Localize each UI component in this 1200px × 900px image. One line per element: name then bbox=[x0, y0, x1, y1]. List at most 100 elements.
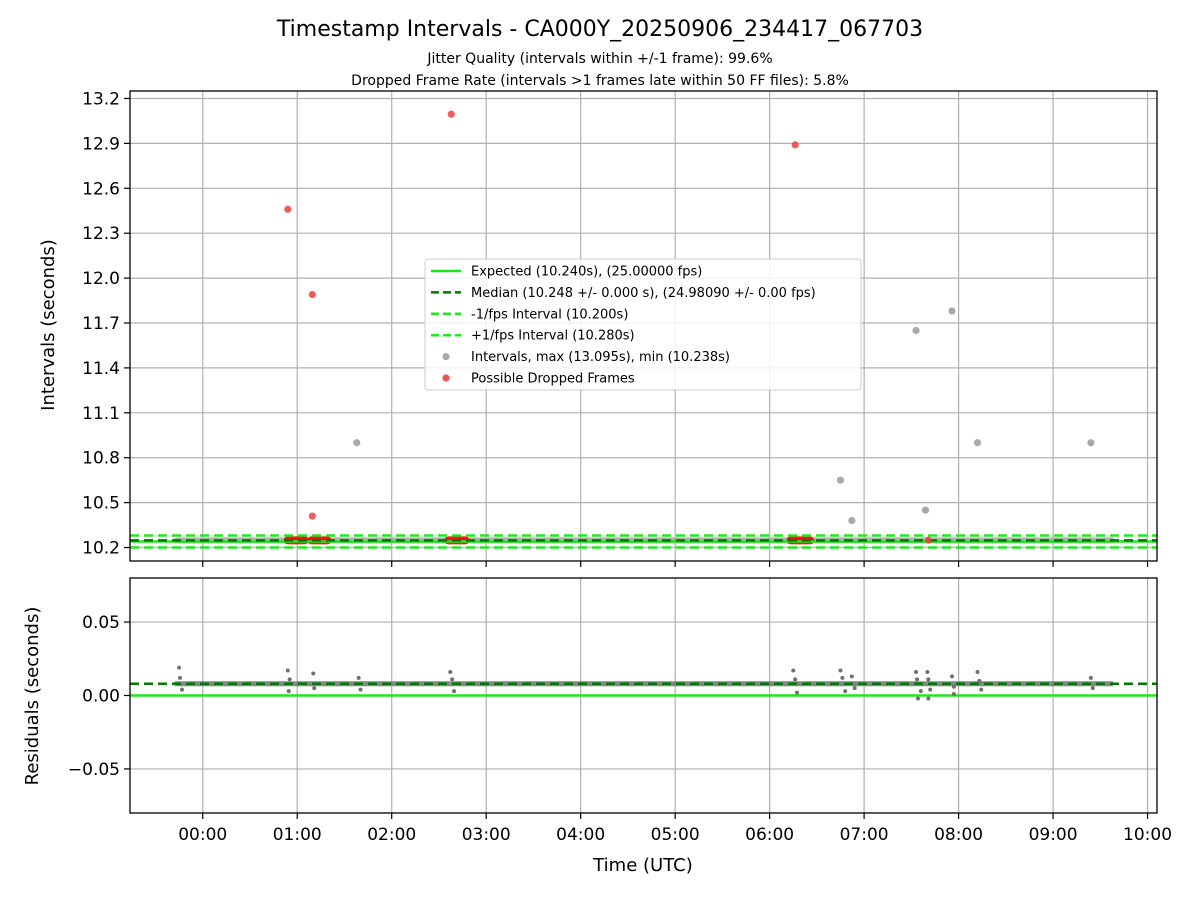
bottom-plot-area bbox=[130, 665, 1157, 701]
chart-subtitle-dropped-rate: Dropped Frame Rate (intervals >1 frames … bbox=[351, 73, 849, 89]
residual-point bbox=[177, 665, 182, 670]
dropped-frame-point bbox=[284, 205, 292, 213]
legend-entry-label: -1/fps Interval (10.200s) bbox=[471, 307, 628, 322]
interval-point bbox=[836, 476, 845, 484]
residual-point bbox=[452, 689, 457, 694]
top-y-tick-label: 10.5 bbox=[82, 494, 120, 514]
x-tick-label: 00:00 bbox=[178, 825, 227, 845]
top-y-tick-label: 11.4 bbox=[82, 359, 120, 379]
residual-point bbox=[914, 670, 919, 674]
residual-point bbox=[358, 687, 363, 692]
x-axis-label: Time (UTC) bbox=[592, 855, 693, 876]
x-tick-label: 05:00 bbox=[651, 825, 700, 845]
interval-point bbox=[1087, 439, 1095, 447]
interval-point bbox=[912, 326, 920, 335]
residual-point bbox=[1088, 675, 1093, 680]
x-tick-label: 07:00 bbox=[840, 825, 889, 845]
residual-point bbox=[915, 677, 920, 682]
residual-point bbox=[1090, 686, 1095, 691]
x-tick-label: 09:00 bbox=[1029, 825, 1078, 845]
residual-point bbox=[287, 677, 292, 682]
top-y-tick-label: 13.2 bbox=[82, 89, 120, 109]
legend: Expected (10.240s), (25.00000 fps) Median… bbox=[424, 258, 862, 391]
residual-point bbox=[795, 690, 800, 695]
residual-point bbox=[915, 696, 920, 701]
residual-point bbox=[852, 686, 857, 691]
residual-point bbox=[949, 674, 954, 679]
interval-point bbox=[973, 439, 982, 447]
legend-entry-label: Intervals, max (13.095s), min (10.238s) bbox=[471, 350, 730, 365]
residual-point bbox=[285, 668, 290, 673]
legend-entry-label: Possible Dropped Frames bbox=[471, 372, 635, 387]
bottom-panel-frame bbox=[129, 577, 1158, 814]
residual-point bbox=[977, 678, 982, 683]
bottom-y-tick-label: 0.05 bbox=[82, 613, 120, 633]
x-tick-label: 02:00 bbox=[367, 825, 416, 845]
residual-point bbox=[448, 670, 453, 674]
intervals-panel: 10.2 10.5 10.8 11.1 11.4 11.7 12.0 12.3 12.6 12.9… bbox=[82, 89, 1158, 567]
residual-point bbox=[312, 686, 317, 691]
residual-point bbox=[926, 696, 931, 701]
residual-point bbox=[356, 675, 361, 680]
residual-point bbox=[928, 687, 933, 692]
interval-point bbox=[948, 307, 956, 315]
residual-point bbox=[926, 677, 931, 682]
residual-point bbox=[179, 687, 184, 692]
interval-point bbox=[848, 516, 856, 525]
dropped-frame-point bbox=[308, 290, 316, 299]
legend-entry-label: +1/fps Interval (10.280s) bbox=[471, 329, 635, 344]
bottom-y-axis-label: Residuals (seconds) bbox=[22, 607, 43, 786]
x-tick-label: 01:00 bbox=[273, 825, 322, 845]
dropped-frame-point bbox=[447, 110, 455, 118]
residual-point bbox=[918, 689, 923, 694]
dropped-frame-point bbox=[308, 512, 316, 520]
x-tick-label: 03:00 bbox=[462, 825, 511, 845]
top-y-axis-label: Intervals (seconds) bbox=[38, 239, 59, 411]
residual-point bbox=[838, 668, 843, 673]
dropped-frame-point bbox=[791, 141, 799, 149]
x-tick-label: 10:00 bbox=[1123, 825, 1172, 845]
chart-subtitle-jitter: Jitter Quality (intervals within +/-1 fr… bbox=[426, 51, 772, 67]
residual-point bbox=[951, 692, 956, 697]
top-y-tick-label: 10.8 bbox=[82, 449, 120, 469]
top-plot-area bbox=[130, 110, 1157, 549]
legend-swatch-marker bbox=[442, 353, 450, 361]
top-y-tick-label: 10.2 bbox=[82, 539, 120, 559]
top-y-tick-label: 12.6 bbox=[82, 179, 120, 199]
residual-point bbox=[975, 670, 980, 674]
residual-point bbox=[178, 675, 183, 680]
legend-swatch-marker bbox=[442, 374, 450, 382]
top-y-tick-label: 12.3 bbox=[82, 224, 120, 244]
residual-point bbox=[840, 675, 845, 680]
residual-point bbox=[311, 671, 316, 676]
residual-point bbox=[791, 668, 796, 673]
residuals-panel: −0.05 0.00 0.05 00:00 01:00 02:00 03:00 04:00 05… bbox=[68, 577, 1172, 845]
bottom-y-tick-label: 0.00 bbox=[82, 687, 120, 707]
top-y-tick-label: 11.1 bbox=[82, 404, 120, 424]
residual-point bbox=[450, 677, 455, 682]
residual-point bbox=[286, 689, 291, 694]
bottom-y-tick-label: −0.05 bbox=[68, 760, 120, 780]
x-tick-label: 04:00 bbox=[556, 825, 605, 845]
x-tick-label: 06:00 bbox=[745, 825, 794, 845]
residual-point bbox=[925, 670, 930, 674]
interval-point bbox=[353, 439, 361, 447]
residual-point bbox=[951, 684, 956, 689]
x-tick-label: 08:00 bbox=[934, 825, 983, 845]
top-panel-frame bbox=[129, 90, 1158, 562]
dropped-frame-point bbox=[924, 536, 932, 544]
interval-point bbox=[921, 506, 930, 514]
chart-title: Timestamp Intervals - CA000Y_20250906_23… bbox=[276, 17, 923, 42]
residual-point bbox=[793, 677, 798, 682]
top-y-tick-label: 11.7 bbox=[82, 314, 120, 334]
top-y-tick-label: 12.0 bbox=[82, 269, 120, 289]
top-y-tick-label: 12.9 bbox=[82, 134, 120, 154]
residual-point bbox=[979, 687, 984, 692]
legend-entry-label: Median (10.248 +/- 0.000 s), (24.98090 +… bbox=[471, 286, 816, 301]
legend-entry-label: Expected (10.240s), (25.00000 fps) bbox=[471, 265, 702, 280]
residual-point bbox=[849, 674, 854, 679]
residual-point bbox=[843, 689, 848, 694]
legend-box bbox=[424, 258, 862, 391]
